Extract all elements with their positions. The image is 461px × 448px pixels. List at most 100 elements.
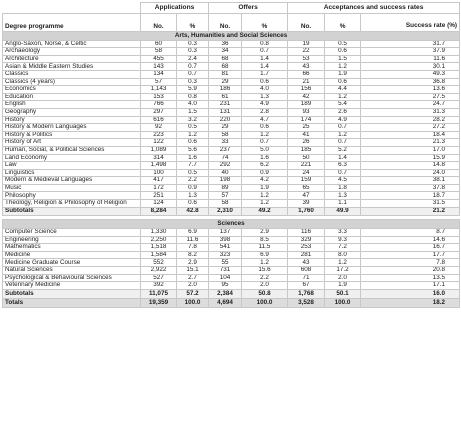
applications-no-cell: 223 [140, 130, 177, 140]
offers-no-cell: 74 [208, 153, 243, 163]
applications-no-cell: 143 [140, 62, 177, 71]
acceptances-no-cell: 25 [287, 123, 326, 132]
applications-no-cell: 134 [140, 69, 177, 79]
acceptances-no-cell: 253 [287, 243, 326, 252]
table-row: Geography 297 1.5 131 2.8 93 2.6 31.3 [2, 107, 461, 117]
table-row: Education 153 0.8 61 1.3 42 1.2 27.5 [2, 92, 461, 102]
offers-no-cell: 29 [208, 77, 243, 87]
degree-programme-cell: History & Modern Languages [2, 123, 141, 132]
success-rate-cell: 20.8 [360, 266, 461, 275]
admissions-statistics-table-container: Applications Offers Acceptances and succ… [1, 2, 461, 309]
degree-programme-cell: Anglo-Saxon, Norse, & Celtic [2, 39, 141, 49]
offers-no-cell: 198 [208, 176, 243, 185]
degree-programme-cell: Music [2, 183, 141, 193]
success-rate-cell: 17.0 [360, 145, 461, 155]
acceptances-no-cell: 21 [287, 77, 326, 87]
table-row: Computer Science 1,330 6.9 137 2.9 116 3.3 8.7 [2, 228, 461, 237]
degree-programme-cell: Linguistics [2, 168, 141, 178]
acceptances-pct-cell: 1.2 [324, 130, 362, 140]
applications-no-cell: 153 [140, 92, 177, 102]
table-row: Music 172 0.9 89 1.9 65 1.8 37.8 [2, 183, 461, 193]
applications-no-cell: 1,143 [140, 85, 177, 94]
acceptances-pct-cell: 7.2 [324, 243, 362, 252]
table-row: Land Economy 314 1.6 74 1.6 50 1.4 15.9 [2, 153, 461, 163]
offers-pct-cell: 0.6 [241, 123, 289, 132]
acceptances-no-cell: 159 [287, 176, 326, 185]
table-row: Philosophy 251 1.3 57 1.2 47 1.3 18.7 [2, 191, 461, 201]
applications-no-cell: 297 [140, 107, 177, 117]
applications-pct-cell: 2.7 [175, 273, 210, 283]
applications-pct-cell: 6.9 [175, 228, 210, 237]
success-rate-cell: 14.8 [360, 161, 461, 170]
offers-pct-cell: 0.7 [241, 138, 289, 147]
acceptances-no-cell: 189 [287, 100, 326, 109]
offers-no-cell: 81 [208, 69, 243, 79]
applications-no-cell: 251 [140, 191, 177, 201]
success-rate-cell: 18.2 [360, 297, 461, 309]
admissions-statistics-table: Applications Offers Acceptances and succ… [1, 2, 461, 309]
applications-no-cell: 60 [140, 39, 177, 49]
applications-pct-cell: 2.0 [175, 281, 210, 290]
acceptances-pct-cell: 6.3 [324, 161, 362, 170]
applications-no-cell: 172 [140, 183, 177, 193]
offers-no-cell: 68 [208, 54, 243, 64]
spacer-row [2, 215, 460, 221]
offers-pct-cell: 4.9 [241, 100, 289, 109]
applications-pct-cell: 42.8 [175, 206, 210, 217]
success-rate-cell: 28.2 [360, 115, 461, 125]
acceptances-no-cell: 93 [287, 107, 326, 117]
offers-pct-cell: 1.4 [241, 54, 289, 64]
degree-programme-cell: Subtotals [2, 206, 141, 217]
offers-pct-cell: 4.2 [241, 176, 289, 185]
offers-pct-cell: 15.6 [241, 266, 289, 275]
offers-pct-cell: 2.9 [241, 228, 289, 237]
applications-pct-cell: 7.8 [175, 243, 210, 252]
degree-programme-cell: Theology, Religion & Philosophy of Relig… [2, 199, 141, 208]
acceptances-pct-header: % [324, 13, 362, 32]
success-rate-cell: 16.0 [360, 288, 461, 299]
column-header-row: Degree programme No. % No. % No. % Succe… [2, 13, 461, 32]
applications-pct-cell: 1.5 [175, 107, 210, 117]
acceptances-pct-cell: 5.2 [324, 145, 362, 155]
offers-pct-cell: 1.6 [241, 153, 289, 163]
applications-no-cell: 314 [140, 153, 177, 163]
acceptances-pct-cell: 0.7 [324, 168, 362, 178]
applications-no-cell: 122 [140, 138, 177, 147]
success-rate-cell: 13.5 [360, 273, 461, 283]
applications-pct-cell: 0.9 [175, 183, 210, 193]
success-rate-cell: 24.0 [360, 168, 461, 178]
applications-no-header: No. [140, 13, 177, 32]
success-rate-cell: 18.7 [360, 191, 461, 201]
degree-programme-cell: Law [2, 161, 141, 170]
table-body: Arts, Humanities and Social Sciences Angl… [1, 31, 461, 309]
offers-no-cell: 58 [208, 130, 243, 140]
acceptances-pct-cell: 0.7 [324, 123, 362, 132]
table-row: Medicine 1,584 8.2 323 6.9 281 8.0 17.7 [2, 250, 461, 260]
table-row: Classics (4 years) 57 0.3 29 0.6 21 0.6 36.8 [2, 77, 461, 87]
degree-programme-cell: Engineering [2, 235, 141, 245]
acceptances-pct-cell: 4.5 [324, 176, 362, 185]
degree-programme-cell: History & Politics [2, 130, 141, 140]
success-rate-cell: 38.1 [360, 176, 461, 185]
offers-pct-cell: 6.2 [241, 161, 289, 170]
table-row: History & Modern Languages 92 0.5 29 0.6 25 0.… [2, 123, 461, 132]
applications-no-cell: 455 [140, 54, 177, 64]
applications-pct-cell: 0.3 [175, 47, 210, 56]
section-header-row: Sciences [1, 219, 461, 230]
table-row: Asian & Middle Eastern Studies 143 0.7 68 1.… [2, 62, 461, 71]
acceptances-pct-cell: 1.8 [324, 183, 362, 193]
section-title: Arts, Humanities and Social Sciences [1, 31, 461, 41]
offers-no-cell: 731 [208, 266, 243, 275]
applications-no-cell: 57 [140, 77, 177, 87]
degree-programme-cell: Education [2, 92, 141, 102]
acceptances-no-cell: 65 [287, 183, 326, 193]
offers-no-cell: 292 [208, 161, 243, 170]
offers-pct-cell: 2.2 [241, 273, 289, 283]
acceptances-no-cell: 71 [287, 273, 326, 283]
success-rate-cell: 31.5 [360, 199, 461, 208]
success-rate-cell: 13.6 [360, 85, 461, 94]
acceptances-no-header: No. [287, 13, 326, 32]
offers-no-cell: 137 [208, 228, 243, 237]
success-rate-header: Success rate (%) [360, 13, 461, 32]
offers-no-cell: 36 [208, 39, 243, 49]
